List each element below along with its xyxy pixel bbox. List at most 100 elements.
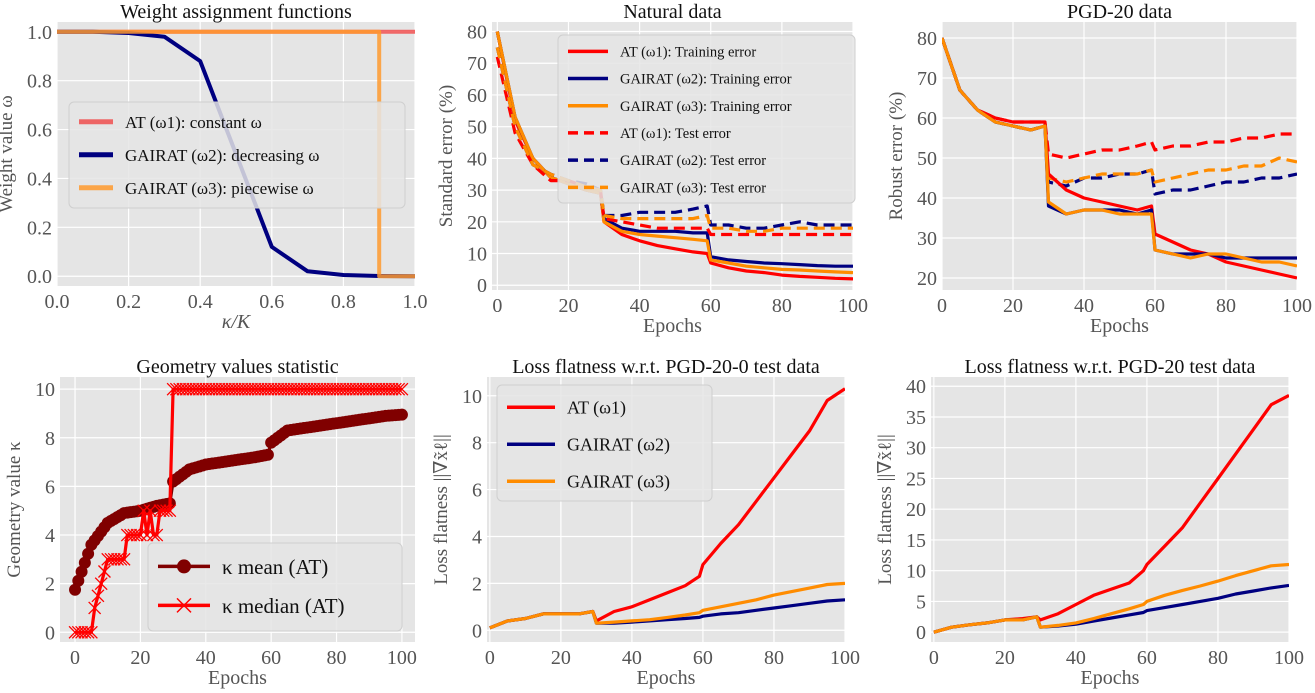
y-tick-label: 50	[467, 117, 487, 139]
x-tick-label: 20	[995, 647, 1015, 669]
chart-title: Loss flatness w.r.t. PGD-20 test data	[965, 356, 1256, 378]
x-tick-label: 60	[261, 647, 281, 669]
legend: AT (ω1): Training error GAIRAT (ω2): Trai…	[557, 34, 856, 204]
x-tick-label: 20	[130, 647, 150, 669]
x-axis-label: Epochs	[208, 667, 267, 689]
median-marker	[71, 625, 85, 639]
x-axis-label: Epochs	[637, 667, 696, 689]
median-marker	[366, 382, 379, 396]
mean-marker	[395, 408, 408, 421]
median-marker	[277, 382, 291, 396]
median-marker	[225, 382, 239, 396]
median-marker	[339, 382, 353, 396]
median-marker	[202, 382, 216, 396]
median-marker	[307, 382, 321, 396]
y-tick-label: 15	[906, 530, 926, 552]
median-marker	[84, 625, 98, 639]
median-marker	[245, 382, 259, 396]
y-tick-label: 40	[917, 188, 937, 210]
y-tick-label: 0.8	[27, 71, 52, 93]
median-marker	[356, 382, 370, 396]
median-marker	[91, 589, 105, 603]
median-marker	[192, 382, 206, 396]
legend: AT (ω1): constant ω GAIRAT (ω2): decreasi…	[68, 101, 406, 209]
median-marker	[352, 382, 366, 396]
median-marker	[205, 382, 219, 396]
series-line-4	[495, 56, 853, 237]
median-marker	[261, 382, 275, 396]
median-marker	[313, 382, 327, 396]
x-tick-label: 80	[1208, 647, 1228, 669]
chart-title: Loss flatness w.r.t. PGD-20-0 test data	[512, 356, 820, 378]
x-tick-label: 40	[196, 647, 216, 669]
y-tick-label: 10	[906, 561, 926, 583]
median-marker	[215, 382, 229, 396]
median-marker	[114, 552, 128, 566]
median-marker	[258, 382, 272, 396]
y-tick-label: 0	[477, 275, 487, 297]
y-tick-label: 8	[472, 433, 482, 455]
median-marker	[78, 625, 92, 639]
y-tick-label: 25	[906, 468, 926, 490]
median-marker	[287, 382, 301, 396]
legend-label: GAIRAT (ω2): decreasing ω	[125, 146, 319, 165]
median-marker	[107, 552, 121, 566]
median-marker	[68, 625, 82, 639]
legend-label: GAIRAT (ω3)	[567, 472, 670, 493]
x-axis-label: κ/K	[222, 311, 252, 333]
x-axis-label: Epochs	[1081, 667, 1140, 689]
median-marker	[124, 528, 138, 542]
y-tick-label: 2	[472, 573, 482, 595]
median-marker	[189, 382, 203, 396]
mean-marker	[78, 556, 91, 569]
series-line-6	[942, 37, 1297, 268]
y-tick-label: 40	[467, 148, 487, 170]
subplot-5: 0 20 40 60 80 100 0 2 4 6 8 10 Loss flatness w.r.t. …	[431, 356, 860, 689]
y-tick-label: 30	[906, 438, 926, 460]
x-tick-label: 100	[1274, 647, 1304, 669]
median-marker	[133, 528, 147, 542]
y-tick-label: 8	[45, 428, 55, 450]
legend-label: GAIRAT (ω3): Test error	[620, 180, 766, 196]
median-marker	[336, 382, 350, 396]
legend-label: κ median (AT)	[222, 594, 345, 618]
legend-label: AT (ω1): Training error	[620, 44, 756, 60]
y-tick-label: 2	[45, 574, 55, 596]
median-marker	[349, 382, 363, 396]
y-tick-label: 50	[917, 148, 937, 170]
y-axis-label: Robust error (%)	[886, 92, 907, 221]
mean-marker	[261, 448, 274, 461]
chart-title: Weight assignment functions	[120, 1, 352, 23]
mean-marker	[82, 547, 95, 560]
median-marker	[173, 382, 187, 396]
y-tick-label: 35	[906, 407, 926, 429]
plot-area	[942, 22, 1297, 290]
y-tick-label: 80	[917, 28, 937, 50]
median-marker	[209, 382, 223, 396]
median-marker	[104, 552, 118, 566]
median-marker	[94, 577, 108, 591]
y-tick-label: 40	[906, 376, 926, 398]
chart-title: PGD-20 data	[1067, 1, 1172, 23]
x-tick-label: 1.0	[403, 291, 428, 313]
median-marker	[274, 382, 288, 396]
median-marker	[81, 625, 95, 639]
y-tick-label: 60	[917, 108, 937, 130]
median-marker	[156, 504, 170, 518]
x-tick-label: 0	[492, 295, 502, 317]
y-tick-label: 10	[462, 386, 482, 408]
median-marker	[232, 382, 245, 396]
median-marker	[140, 528, 154, 542]
x-tick-label: 20	[551, 647, 571, 669]
x-tick-label: 100	[838, 295, 868, 317]
median-marker	[235, 382, 249, 396]
x-axis-label: Epochs	[1090, 315, 1149, 337]
median-marker	[117, 552, 131, 566]
median-marker	[186, 382, 200, 396]
y-tick-label: 0	[472, 620, 482, 642]
y-tick-label: 20	[906, 499, 926, 521]
legend-label: GAIRAT (ω3): piecewise ω	[125, 179, 314, 198]
median-marker	[346, 382, 360, 396]
median-marker	[303, 382, 317, 396]
median-marker	[362, 382, 376, 396]
